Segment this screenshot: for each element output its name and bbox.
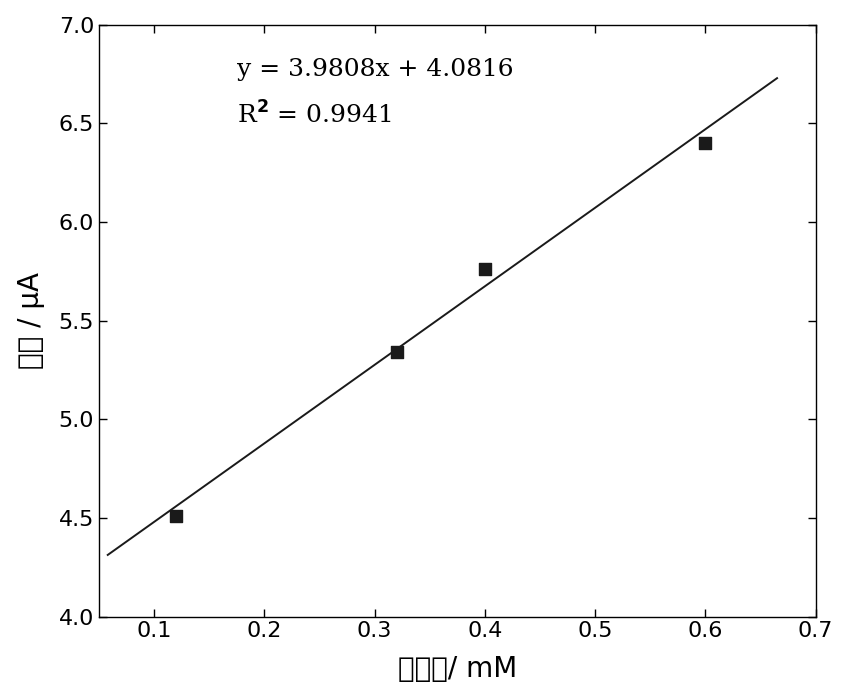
Text: y = 3.9808x + 4.0816: y = 3.9808x + 4.0816 bbox=[237, 58, 513, 81]
Point bbox=[169, 510, 183, 522]
Point bbox=[390, 346, 404, 358]
Text: R$^{\mathbf{2}}$ = 0.9941: R$^{\mathbf{2}}$ = 0.9941 bbox=[237, 101, 391, 128]
X-axis label: 浓度　/ mM: 浓度 / mM bbox=[398, 655, 517, 683]
Point bbox=[699, 137, 712, 148]
Point bbox=[478, 264, 491, 275]
Y-axis label: 电流 / μA: 电流 / μA bbox=[17, 272, 45, 369]
